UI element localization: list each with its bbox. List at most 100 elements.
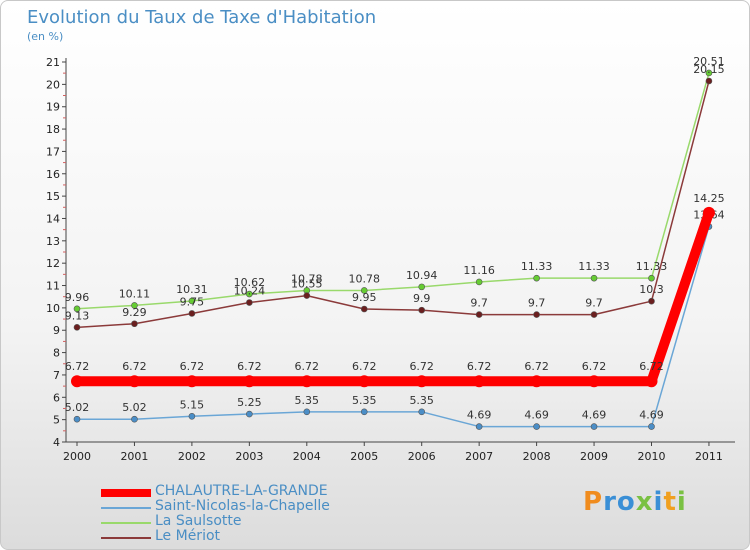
data-label-chalautre-la-grande: 6.72 (639, 360, 664, 373)
data-label-la-saulsotte: 11.16 (463, 264, 495, 277)
data-point-la-saulsotte (475, 278, 483, 286)
y-tick-label: 4 (53, 436, 60, 449)
data-point-le-m-riot (475, 311, 483, 318)
data-point-chalautre-la-grande (473, 375, 486, 388)
x-tick-label: 2004 (293, 450, 321, 463)
data-label-chalautre-la-grande: 6.72 (467, 360, 492, 373)
data-point-la-saulsotte (246, 290, 253, 298)
series-line-la-saulsotte (76, 72, 710, 310)
data-point-le-m-riot (73, 324, 81, 331)
y-tick-label: 11 (46, 280, 60, 293)
data-point-saint-nicolas-la-chapelle (188, 412, 196, 420)
data-label-la-saulsotte: 10.11 (119, 287, 151, 300)
data-point-chalautre-la-grande (645, 375, 658, 388)
legend-swatch-le-meriot (101, 537, 151, 539)
data-label-la-saulsotte: 10.78 (291, 272, 323, 285)
data-point-la-saulsotte (590, 274, 598, 282)
data-label-la-saulsotte: 20.51 (693, 55, 725, 68)
data-point-chalautre-la-grande (530, 375, 543, 388)
data-label-saint-nicolas-la-chapelle: 5.02 (122, 401, 147, 414)
data-point-le-m-riot (246, 299, 253, 306)
data-point-le-m-riot (188, 310, 196, 317)
legend-swatch-saint-nicolas (101, 507, 151, 509)
chart-title: Evolution du Taux de Taxe d'Habitation (27, 7, 377, 28)
data-point-saint-nicolas-la-chapelle (360, 408, 368, 416)
data-label-saint-nicolas-la-chapelle: 5.02 (65, 401, 90, 414)
data-point-le-m-riot (533, 311, 540, 318)
data-label-le-m-riot: 20.15 (693, 63, 725, 76)
data-label-le-m-riot: 9.7 (585, 297, 603, 310)
y-tick-label: 14 (46, 212, 60, 225)
y-tick-label: 9 (53, 324, 60, 337)
legend-label-la-saulsotte: La Saulsotte (155, 513, 242, 529)
y-tick-label: 21 (46, 56, 60, 69)
x-tick-label: 2003 (235, 450, 263, 463)
data-point-le-m-riot (303, 292, 311, 299)
data-label-saint-nicolas-la-chapelle: 5.35 (409, 394, 434, 407)
series-line-le-m-riot (76, 80, 710, 329)
y-tick-label: 13 (46, 235, 60, 248)
data-point-saint-nicolas-la-chapelle (648, 423, 655, 430)
data-point-chalautre-la-grande (243, 375, 256, 388)
data-point-chalautre-la-grande (702, 206, 715, 219)
y-tick-label: 19 (46, 101, 60, 114)
x-tick-label: 2009 (580, 450, 608, 463)
data-point-saint-nicolas-la-chapelle (246, 410, 253, 418)
data-label-la-saulsotte: 10.62 (234, 276, 266, 289)
x-tick-label: 2005 (350, 450, 378, 463)
data-label-la-saulsotte: 10.78 (349, 272, 381, 285)
legend-label-saint-nicolas: Saint-Nicolas-la-Chapelle (155, 498, 330, 514)
data-point-la-saulsotte (705, 69, 713, 77)
data-point-chalautre-la-grande (185, 375, 198, 388)
logo-letter: r (603, 487, 617, 517)
data-label-le-m-riot: 9.13 (65, 309, 90, 322)
data-label-saint-nicolas-la-chapelle: 4.69 (467, 409, 492, 422)
y-tick-label: 6 (53, 391, 60, 404)
data-point-saint-nicolas-la-chapelle (475, 423, 483, 430)
data-label-la-saulsotte: 10.31 (176, 283, 208, 296)
data-label-chalautre-la-grande: 6.72 (582, 360, 607, 373)
data-label-chalautre-la-grande: 6.72 (295, 360, 320, 373)
data-label-chalautre-la-grande: 14.25 (693, 192, 725, 205)
data-label-le-m-riot: 9.95 (352, 291, 377, 304)
data-label-la-saulsotte: 10.94 (406, 269, 438, 282)
data-label-le-m-riot: 9.7 (528, 297, 546, 310)
data-label-saint-nicolas-la-chapelle: 5.35 (352, 394, 377, 407)
series-line-chalautre-la-grande (77, 211, 714, 387)
data-point-chalautre-la-grande (358, 375, 371, 388)
data-label-le-m-riot: 9.75 (180, 295, 205, 308)
data-point-la-saulsotte (418, 283, 426, 291)
legend-swatch-la-saulsotte (101, 522, 151, 524)
data-point-saint-nicolas-la-chapelle (418, 408, 426, 416)
data-label-le-m-riot: 10.24 (234, 285, 266, 298)
data-point-la-saulsotte (360, 287, 368, 294)
x-tick-label: 2007 (465, 450, 493, 463)
series-line-saint-nicolas-la-chapelle (77, 226, 710, 428)
data-label-chalautre-la-grande: 6.72 (180, 360, 205, 373)
logo-letter: P (583, 487, 604, 517)
data-label-le-m-riot: 10.55 (291, 278, 323, 291)
data-label-saint-nicolas-la-chapelle: 5.15 (180, 398, 205, 411)
data-point-chalautre-la-grande (300, 375, 313, 388)
y-tick-label: 7 (53, 369, 60, 382)
y-tick-label: 17 (46, 145, 60, 158)
data-point-le-m-riot (648, 297, 655, 305)
x-tick-label: 2002 (178, 450, 206, 463)
y-tick-label: 10 (46, 302, 60, 315)
data-label-chalautre-la-grande: 6.72 (237, 360, 262, 373)
logo-letter: i (653, 487, 664, 517)
data-label-la-saulsotte: 11.33 (578, 260, 610, 273)
logo-letter: o (616, 487, 636, 517)
data-label-chalautre-la-grande: 6.72 (65, 360, 90, 373)
data-point-saint-nicolas-la-chapelle (73, 415, 81, 423)
data-label-la-saulsotte: 11.33 (521, 260, 553, 273)
data-label-le-m-riot: 9.9 (413, 292, 431, 305)
data-label-chalautre-la-grande: 6.72 (352, 360, 377, 373)
data-label-le-m-riot: 9.7 (470, 297, 488, 310)
data-label-saint-nicolas-la-chapelle: 5.25 (237, 396, 262, 409)
data-point-la-saulsotte (533, 274, 540, 282)
data-point-chalautre-la-grande (588, 375, 601, 388)
legend-swatch-chalautre (101, 489, 151, 497)
logo-letter: t (663, 487, 677, 517)
